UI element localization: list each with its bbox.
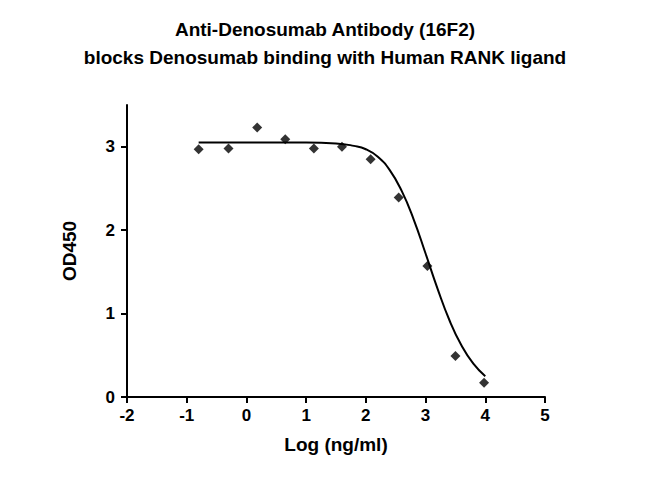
svg-text:5: 5 (540, 406, 549, 425)
svg-text:blocks Denosumab binding with: blocks Denosumab binding with Human RANK… (84, 47, 566, 68)
svg-text:3: 3 (421, 406, 430, 425)
svg-text:4: 4 (481, 406, 491, 425)
svg-text:OD450: OD450 (59, 221, 80, 281)
svg-text:1: 1 (301, 406, 310, 425)
svg-text:0: 0 (242, 406, 251, 425)
svg-text:2: 2 (106, 221, 115, 240)
svg-text:-2: -2 (119, 406, 134, 425)
svg-text:-1: -1 (179, 406, 194, 425)
svg-text:Anti-Denosumab Antibody (16F2): Anti-Denosumab Antibody (16F2) (175, 19, 475, 40)
svg-text:0: 0 (106, 388, 115, 407)
svg-text:Log (ng/ml): Log (ng/ml) (284, 434, 387, 455)
svg-text:1: 1 (106, 304, 115, 323)
svg-text:2: 2 (361, 406, 370, 425)
svg-text:3: 3 (106, 137, 115, 156)
